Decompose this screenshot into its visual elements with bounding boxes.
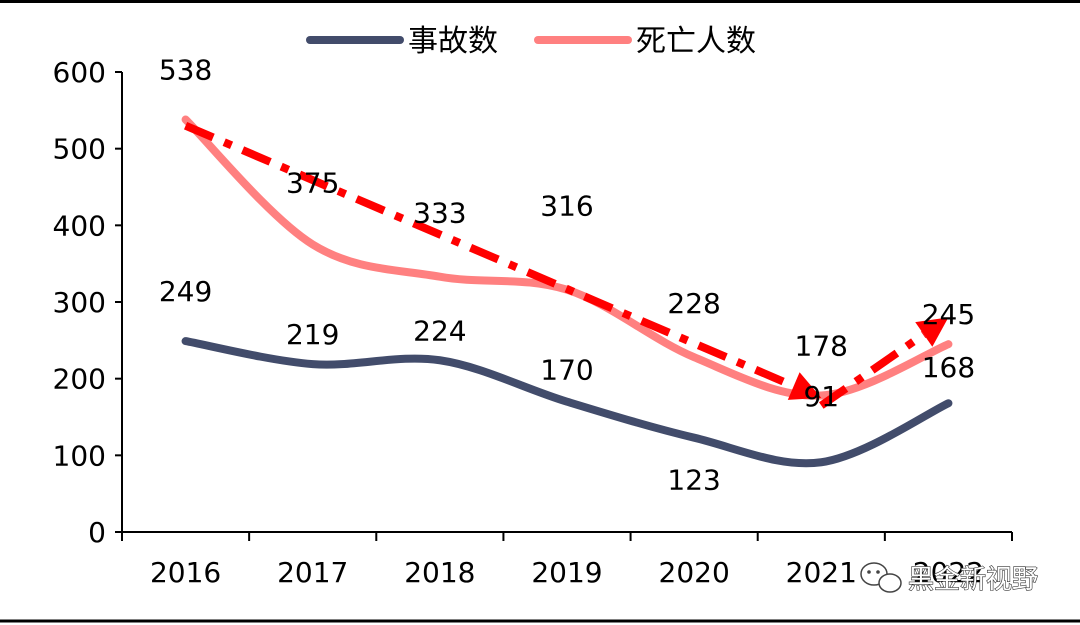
data-label-deaths: 245 <box>922 298 975 331</box>
x-tick-label: 2019 <box>531 556 602 589</box>
y-tick-label: 500 <box>53 133 106 166</box>
trend-arrows <box>183 121 949 409</box>
trend-arrow-shaft <box>819 331 927 409</box>
data-label-deaths: 228 <box>667 287 720 320</box>
watermark-text: 黑金新视野 <box>908 565 1038 595</box>
x-tick-label: 2016 <box>150 556 221 589</box>
data-label-accidents: 91 <box>803 380 839 413</box>
data-label-deaths: 333 <box>413 197 466 230</box>
wechat-icon <box>860 562 902 593</box>
y-tick-label: 600 <box>53 56 106 89</box>
legend-label-deaths: 死亡人数 <box>636 24 756 59</box>
y-tick-label: 400 <box>53 209 106 242</box>
x-tick-label: 2022 <box>913 556 984 589</box>
data-label-accidents: 219 <box>286 318 339 351</box>
data-label-accidents: 123 <box>667 464 720 497</box>
data-label-deaths: 538 <box>159 54 212 87</box>
data-label-deaths: 178 <box>795 330 848 363</box>
series-line-accidents <box>181 337 953 468</box>
trend-arrow-head <box>787 372 822 400</box>
watermark: 黑金新视野 <box>860 562 1039 596</box>
axes <box>121 72 1012 533</box>
data-label-accidents: 170 <box>540 354 593 387</box>
trend-arrow-head <box>915 317 949 347</box>
y-tick-label: 0 <box>88 516 106 549</box>
data-label-accidents: 168 <box>922 351 975 384</box>
y-tick-label: 300 <box>53 286 106 319</box>
ticks: 0 100 200 300 400 500 600 2016 2017 2018 2019 2020 2… <box>53 56 1013 589</box>
legend-label-accidents: 事故数 <box>408 24 498 59</box>
y-tick-label: 200 <box>53 363 106 396</box>
data-label-deaths: 316 <box>540 190 593 223</box>
data-label-accidents: 224 <box>413 314 466 347</box>
x-tick-label: 2020 <box>659 556 730 589</box>
x-tick-label: 2021 <box>786 556 857 589</box>
x-tick-label: 2018 <box>404 556 475 589</box>
y-tick-label: 100 <box>53 439 106 472</box>
legend: 事故数 死亡人数 <box>306 24 756 59</box>
trend-arrow-shaft <box>183 121 796 390</box>
x-tick-label: 2017 <box>277 556 348 589</box>
data-label-accidents: 249 <box>159 275 212 308</box>
data-label-deaths: 375 <box>286 167 339 200</box>
data-labels: 249 219 224 170 123 91 168 538 375 333 316 228 178 24… <box>159 54 975 497</box>
